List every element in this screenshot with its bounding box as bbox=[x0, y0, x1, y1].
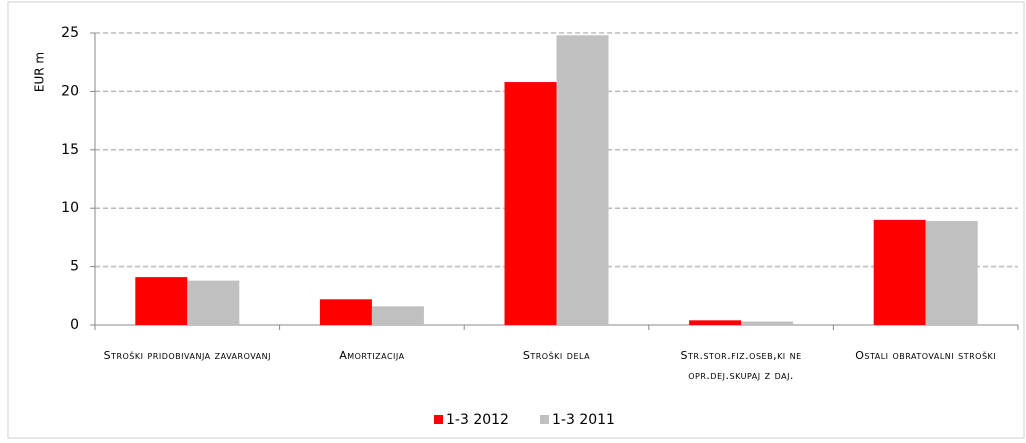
chart-border bbox=[7, 1, 1025, 439]
legend-swatch bbox=[434, 415, 443, 424]
y-tick-label: 15 bbox=[61, 142, 79, 158]
bar bbox=[689, 320, 742, 325]
bar bbox=[873, 219, 926, 325]
bar bbox=[135, 277, 188, 325]
x-tick-label: Amortizacija bbox=[339, 349, 405, 362]
bar bbox=[556, 35, 609, 325]
bar bbox=[504, 82, 557, 325]
legend-label: 1-3 2012 bbox=[446, 412, 509, 428]
bar bbox=[187, 280, 240, 325]
y-tick-label: 0 bbox=[70, 317, 79, 333]
legend-swatch bbox=[540, 415, 549, 424]
y-tick-label: 20 bbox=[61, 83, 79, 99]
y-tick-label: 5 bbox=[70, 259, 79, 275]
x-tick-label: Ostali obratovalni stroški bbox=[855, 349, 997, 362]
legend-label: 1-3 2011 bbox=[552, 412, 615, 428]
y-axis-label: EUR m bbox=[33, 52, 47, 92]
y-tick-label: 25 bbox=[61, 25, 79, 41]
bar bbox=[925, 221, 978, 325]
bar bbox=[371, 306, 424, 325]
bar bbox=[741, 321, 794, 325]
x-tick-label: Str.stor.fiz.oseb,ki ne opr.dej.skupaj z… bbox=[680, 349, 802, 382]
bar bbox=[319, 299, 372, 325]
y-tick-label: 10 bbox=[61, 200, 79, 216]
x-tick-label: Stroški pridobivanja zavarovanj bbox=[103, 349, 272, 362]
x-tick-label: Stroški dela bbox=[522, 349, 591, 362]
